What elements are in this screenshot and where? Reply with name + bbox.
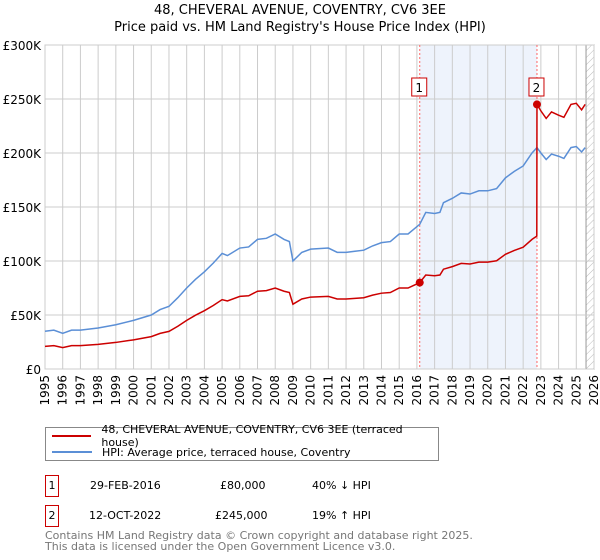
y-tick-label: £100K [3,255,43,269]
sale-price: £245,000 [215,509,268,522]
x-tick-label: 1996 [56,375,70,406]
sale-label-box [528,77,545,97]
legend-label: 48, CHEVERAL AVENUE, COVENTRY, CV6 3EE (… [101,423,403,449]
x-tick-label: 2010 [304,375,318,406]
x-tick-label: 2023 [534,375,548,406]
sale-row-1: 1 29-FEB-2016 £80,000 40% ↓ HPI [45,475,545,497]
y-tick-label: £0 [26,363,41,377]
sale-point [532,100,541,109]
legend-item-property: 48, CHEVERAL AVENUE, COVENTRY, CV6 3EE (… [52,423,438,449]
x-tick-label: 2003 [180,375,194,406]
x-tick-label: 2020 [481,375,495,406]
x-tick-label: 2004 [197,375,211,406]
hpi-line [44,145,586,335]
x-tick-label: 2018 [445,375,459,406]
property-price-line [44,101,586,349]
sale-hpi-diff: 40% ↓ HPI [312,479,371,492]
legend-item-hpi: HPI: Average price, terraced house, Cove… [52,444,351,460]
x-tick-label: 2007 [251,375,265,406]
x-tick-label: 2021 [498,375,512,406]
x-tick-label: 1995 [38,375,52,406]
footer-licence: This data is licensed under the Open Gov… [45,540,396,553]
sale-badge: 2 [45,505,59,527]
x-tick-label: 2008 [268,375,282,406]
x-tick-label: 2022 [516,375,530,406]
sale-label-box [411,77,428,97]
sale-hpi-diff: 19% ↑ HPI [312,509,371,522]
sale-date: 12-OCT-2022 [89,509,162,522]
sale-label: 1 [415,81,423,95]
x-tick-label: 2006 [233,375,247,406]
x-tick-label: 2019 [463,375,477,406]
x-tick-label: 2011 [321,375,335,406]
x-tick-label: 2000 [127,375,141,406]
legend-swatch-blue [52,451,92,453]
y-tick-label: £250K [3,93,43,107]
y-tick-label: £300K [3,39,43,53]
y-tick-label: £200K [3,147,43,161]
x-tick-label: 2025 [569,375,583,406]
x-tick-label: 2012 [339,375,353,406]
footer-copyright: Contains HM Land Registry data © Crown c… [45,529,473,542]
sale-point [415,278,424,287]
sale-price: £80,000 [220,479,266,492]
legend-label: HPI: Average price, terraced house, Cove… [102,445,351,459]
chart-title: 48, CHEVERAL AVENUE, COVENTRY, CV6 3EE [154,3,446,18]
sale-row-2: 2 12-OCT-2022 £245,000 19% ↑ HPI [45,505,545,527]
x-tick-label: 2016 [410,375,424,406]
x-tick-label: 2015 [392,375,406,406]
sale-date: 29-FEB-2016 [90,479,161,492]
sale-badge: 1 [45,475,59,497]
chart-subtitle: Price paid vs. HM Land Registry's House … [114,20,486,35]
x-tick-label: 1999 [109,375,123,406]
x-tick-label: 2009 [286,375,300,406]
x-tick-label: 2024 [552,375,566,406]
x-tick-label: 2026 [587,375,600,406]
footer: Contains HM Land Registry data © Crown c… [45,530,473,552]
x-tick-label: 2014 [374,375,388,406]
y-tick-label: £150K [3,201,43,215]
legend-swatch-red [52,435,92,437]
sale-label: 2 [533,81,541,95]
x-tick-label: 2017 [428,375,442,406]
x-tick-label: 1997 [73,375,87,406]
y-tick-label: £50K [10,309,42,323]
x-tick-label: 2005 [215,375,229,406]
legend: 48, CHEVERAL AVENUE, COVENTRY, CV6 3EE (… [45,423,439,461]
x-tick-label: 2013 [357,375,371,406]
x-tick-label: 1998 [91,375,105,406]
x-tick-label: 2002 [162,375,176,406]
x-tick-label: 2001 [144,375,158,406]
